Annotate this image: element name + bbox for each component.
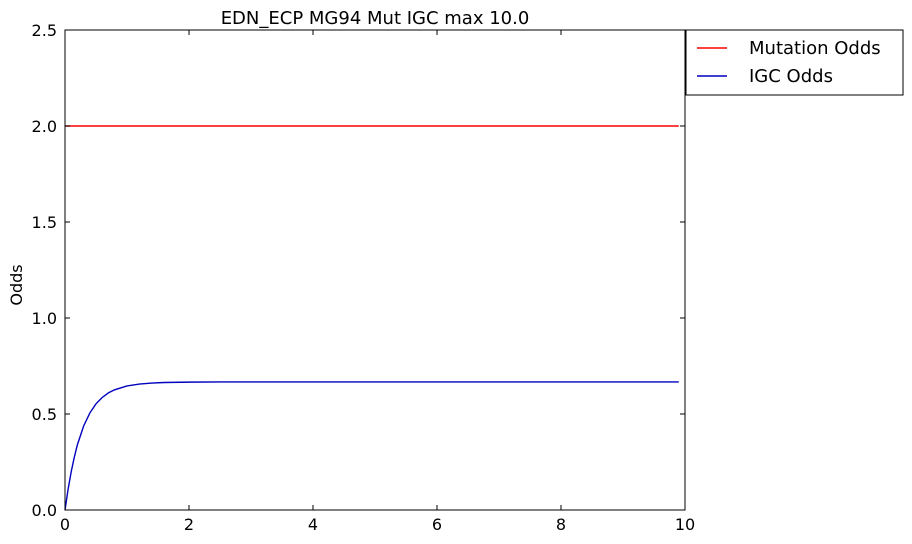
x-axis-ticks: 0 2 4 6 8 10 — [60, 30, 695, 534]
x-tick-label: 0 — [60, 515, 70, 534]
series-line-1 — [64, 381, 679, 511]
y-tick-label: 0.0 — [32, 501, 57, 520]
y-axis-ticks: 0.0 0.5 1.0 1.5 2.0 2.5 — [32, 21, 685, 520]
x-tick-label: 6 — [432, 515, 442, 534]
series-layer — [64, 125, 679, 511]
x-tick-label: 2 — [184, 515, 194, 534]
chart-title: EDN_ECP MG94 Mut IGC max 10.0 — [221, 8, 530, 29]
plot-frame — [64, 29, 686, 511]
y-tick-label: 0.5 — [32, 405, 57, 424]
x-tick-label: 4 — [308, 515, 318, 534]
x-tick-label: 10 — [675, 515, 695, 534]
y-tick-label: 2.0 — [32, 117, 57, 136]
legend-box — [685, 29, 904, 96]
y-axis-label: Odds — [7, 264, 26, 305]
x-tick-label: 8 — [556, 515, 566, 534]
y-tick-label: 2.5 — [32, 21, 57, 40]
legend: Mutation Odds IGC Odds — [685, 29, 904, 96]
y-tick-label: 1.5 — [32, 213, 57, 232]
legend-label-1: IGC Odds — [749, 66, 833, 87]
y-tick-label: 1.0 — [32, 309, 57, 328]
legend-label-0: Mutation Odds — [749, 38, 881, 59]
